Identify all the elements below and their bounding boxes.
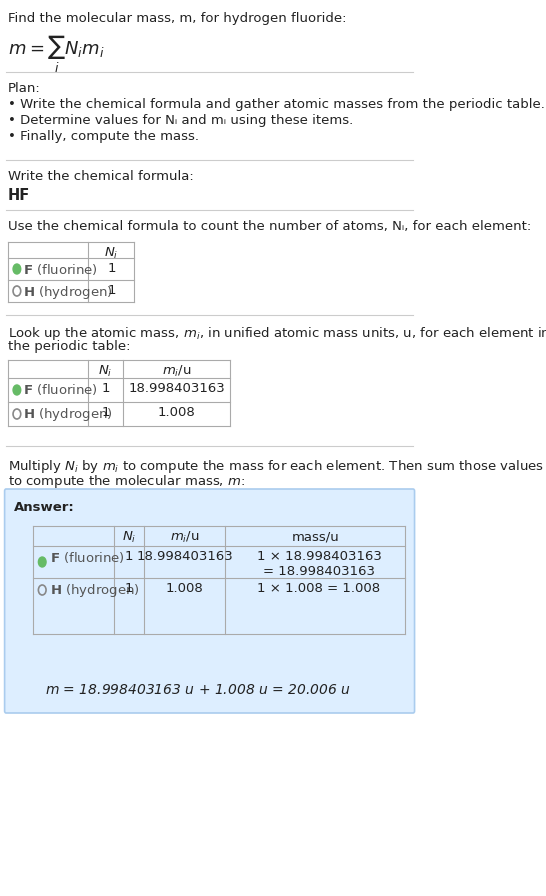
Text: 1 × 1.008 = 1.008: 1 × 1.008 = 1.008 — [257, 582, 381, 595]
Text: the periodic table:: the periodic table: — [8, 340, 130, 353]
Text: $\mathbf{F}$ (fluorine): $\mathbf{F}$ (fluorine) — [50, 550, 125, 565]
Text: HF: HF — [8, 188, 30, 203]
Text: 1 × 18.998403163
= 18.998403163: 1 × 18.998403163 = 18.998403163 — [257, 550, 382, 578]
Text: $m$ = 18.998403163 u + 1.008 u = 20.006 u: $m$ = 18.998403163 u + 1.008 u = 20.006 … — [45, 683, 350, 697]
Text: Find the molecular mass, m, for hydrogen fluoride:: Find the molecular mass, m, for hydrogen… — [8, 12, 346, 25]
Text: to compute the molecular mass, $m$:: to compute the molecular mass, $m$: — [8, 473, 245, 490]
Text: Multiply $N_i$ by $m_i$ to compute the mass for each element. Then sum those val: Multiply $N_i$ by $m_i$ to compute the m… — [8, 458, 544, 475]
Circle shape — [13, 264, 21, 274]
Text: $\mathbf{H}$ (hydrogen): $\mathbf{H}$ (hydrogen) — [23, 284, 112, 301]
Text: $N_i$: $N_i$ — [98, 364, 113, 379]
Circle shape — [38, 557, 46, 567]
Text: • Finally, compute the mass.: • Finally, compute the mass. — [8, 130, 199, 143]
Text: 18.998403163: 18.998403163 — [136, 550, 233, 563]
Text: Plan:: Plan: — [8, 82, 40, 95]
Text: $N_i$: $N_i$ — [104, 246, 118, 261]
Text: 1: 1 — [107, 262, 116, 275]
Text: mass/u: mass/u — [291, 530, 339, 543]
Text: $m_i$/u: $m_i$/u — [170, 530, 199, 545]
Text: Use the chemical formula to count the number of atoms, Nᵢ, for each element:: Use the chemical formula to count the nu… — [8, 220, 531, 233]
Text: Look up the atomic mass, $m_i$, in unified atomic mass units, u, for each elemen: Look up the atomic mass, $m_i$, in unifi… — [8, 325, 546, 342]
Text: 1.008: 1.008 — [166, 582, 204, 595]
Text: Answer:: Answer: — [14, 501, 75, 514]
Text: 1.008: 1.008 — [158, 406, 195, 419]
Text: $\mathbf{F}$ (fluorine): $\mathbf{F}$ (fluorine) — [23, 382, 98, 397]
FancyBboxPatch shape — [4, 489, 414, 713]
Text: Write the chemical formula:: Write the chemical formula: — [8, 170, 193, 183]
Text: $\mathbf{H}$ (hydrogen): $\mathbf{H}$ (hydrogen) — [23, 406, 112, 423]
Text: $N_i$: $N_i$ — [122, 530, 136, 545]
Text: $m = \sum_i N_i m_i$: $m = \sum_i N_i m_i$ — [8, 34, 104, 75]
Text: 1: 1 — [102, 406, 110, 419]
Circle shape — [13, 385, 21, 395]
Text: • Write the chemical formula and gather atomic masses from the periodic table.: • Write the chemical formula and gather … — [8, 98, 544, 111]
Text: 1: 1 — [107, 284, 116, 297]
Text: • Determine values for Nᵢ and mᵢ using these items.: • Determine values for Nᵢ and mᵢ using t… — [8, 114, 353, 127]
Text: 18.998403163: 18.998403163 — [128, 382, 225, 395]
Text: 1: 1 — [124, 582, 133, 595]
Text: $m_i$/u: $m_i$/u — [162, 364, 191, 379]
Text: $\mathbf{F}$ (fluorine): $\mathbf{F}$ (fluorine) — [23, 262, 98, 277]
Text: 1: 1 — [102, 382, 110, 395]
Text: $\mathbf{H}$ (hydrogen): $\mathbf{H}$ (hydrogen) — [50, 582, 140, 599]
Text: 1: 1 — [124, 550, 133, 563]
